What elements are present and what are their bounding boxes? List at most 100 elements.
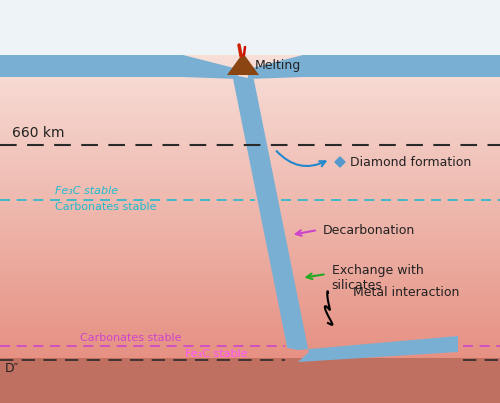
Bar [0, 398, 500, 401]
Bar [0, 19, 500, 22]
Bar [0, 23, 500, 26]
Bar [0, 15, 500, 18]
Bar [0, 185, 500, 187]
Bar [0, 330, 500, 332]
Bar [0, 289, 500, 292]
Bar [0, 350, 500, 353]
Bar [0, 336, 500, 339]
Bar [0, 150, 500, 153]
Bar [0, 94, 500, 97]
Bar [0, 37, 500, 40]
Bar [0, 263, 500, 266]
Text: Carbonates stable: Carbonates stable [80, 333, 182, 343]
Bar [0, 197, 500, 199]
Bar [0, 140, 500, 143]
Text: 660 km: 660 km [12, 126, 64, 140]
Bar [0, 203, 500, 206]
Bar [0, 114, 500, 117]
Bar [0, 368, 500, 371]
Bar [0, 156, 500, 159]
Bar [0, 136, 500, 139]
Bar [0, 166, 500, 169]
Bar [0, 297, 500, 300]
Bar [0, 344, 500, 347]
Bar [0, 243, 500, 246]
Bar [0, 48, 500, 50]
Bar [0, 92, 500, 95]
Bar [0, 237, 500, 240]
Bar [0, 44, 500, 46]
Bar [0, 195, 500, 197]
Bar [0, 338, 500, 341]
Bar [0, 370, 500, 373]
Polygon shape [0, 55, 238, 79]
Bar [0, 209, 500, 212]
Bar [0, 312, 500, 314]
Bar [0, 205, 500, 208]
Bar [0, 334, 500, 337]
Bar [0, 310, 500, 312]
Bar [0, 31, 500, 34]
Bar [0, 235, 500, 238]
Bar [0, 88, 500, 91]
Bar [0, 227, 500, 230]
Polygon shape [227, 53, 259, 75]
Bar [0, 96, 500, 99]
Bar [0, 146, 500, 149]
Bar [0, 13, 500, 16]
Text: Metal interaction: Metal interaction [353, 287, 460, 299]
Bar [0, 86, 500, 89]
Bar [0, 340, 500, 343]
Bar [0, 287, 500, 290]
Bar [0, 144, 500, 147]
Bar [0, 364, 500, 367]
Bar [0, 281, 500, 284]
Bar [0, 17, 500, 20]
Text: Fe₃C stable: Fe₃C stable [55, 186, 118, 196]
Bar [0, 82, 500, 85]
Bar [0, 35, 500, 38]
Bar [0, 128, 500, 131]
Bar [0, 25, 500, 28]
Bar [0, 1, 500, 4]
Bar [0, 307, 500, 310]
Bar [0, 354, 500, 357]
Bar [0, 283, 500, 286]
Bar [0, 124, 500, 127]
Bar [0, 320, 500, 322]
Bar [0, 394, 500, 397]
Bar [0, 303, 500, 306]
Bar [0, 255, 500, 258]
Bar [0, 177, 500, 179]
Bar [0, 134, 500, 137]
Bar [0, 66, 500, 69]
Bar [0, 221, 500, 224]
Bar [0, 257, 500, 260]
Bar [0, 187, 500, 189]
Text: Melting: Melting [255, 58, 301, 71]
Bar [0, 374, 500, 377]
Bar [0, 275, 500, 278]
Bar [0, 285, 500, 288]
Bar [0, 62, 500, 64]
Bar [0, 301, 500, 304]
Bar [0, 352, 500, 355]
Bar [0, 138, 500, 141]
Bar [0, 239, 500, 242]
Bar [0, 160, 500, 163]
Bar [0, 21, 500, 24]
Bar [0, 314, 500, 316]
Bar [0, 386, 500, 389]
Bar [0, 332, 500, 334]
Text: Exchange with
silicates: Exchange with silicates [332, 264, 424, 292]
Bar [0, 27, 500, 30]
Bar [0, 215, 500, 218]
Bar [0, 366, 500, 369]
Bar [0, 98, 500, 101]
Bar [0, 33, 500, 36]
Bar [0, 356, 500, 359]
Bar [0, 183, 500, 185]
Bar [0, 295, 500, 298]
Bar [0, 100, 500, 103]
Bar [0, 164, 500, 167]
